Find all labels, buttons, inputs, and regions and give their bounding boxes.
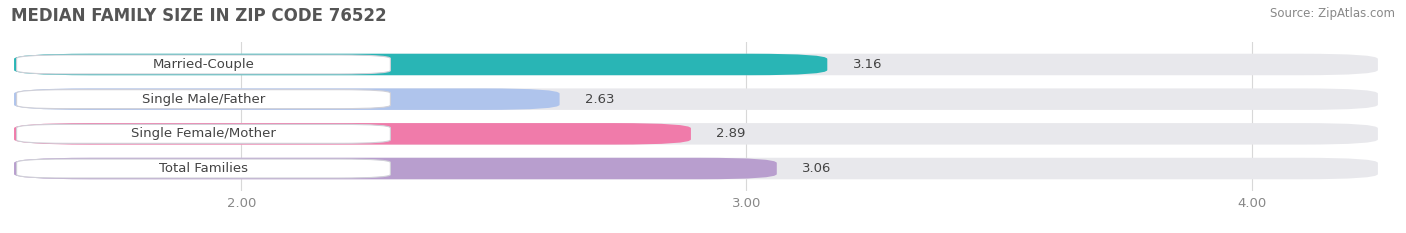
Text: 3.06: 3.06 (801, 162, 831, 175)
Text: Total Families: Total Families (159, 162, 247, 175)
Text: 2.63: 2.63 (585, 93, 614, 106)
FancyBboxPatch shape (17, 124, 391, 143)
FancyBboxPatch shape (14, 123, 690, 145)
Text: Source: ZipAtlas.com: Source: ZipAtlas.com (1270, 7, 1395, 20)
FancyBboxPatch shape (17, 55, 391, 74)
Text: Married-Couple: Married-Couple (152, 58, 254, 71)
FancyBboxPatch shape (14, 88, 1378, 110)
Text: 2.89: 2.89 (716, 127, 745, 140)
FancyBboxPatch shape (14, 158, 1378, 179)
Text: 3.16: 3.16 (852, 58, 882, 71)
FancyBboxPatch shape (17, 159, 391, 178)
FancyBboxPatch shape (14, 54, 827, 75)
Text: MEDIAN FAMILY SIZE IN ZIP CODE 76522: MEDIAN FAMILY SIZE IN ZIP CODE 76522 (11, 7, 387, 25)
FancyBboxPatch shape (14, 54, 1378, 75)
Text: Single Male/Father: Single Male/Father (142, 93, 266, 106)
Text: Single Female/Mother: Single Female/Mother (131, 127, 276, 140)
FancyBboxPatch shape (17, 90, 391, 109)
FancyBboxPatch shape (14, 88, 560, 110)
FancyBboxPatch shape (14, 123, 1378, 145)
FancyBboxPatch shape (14, 158, 776, 179)
